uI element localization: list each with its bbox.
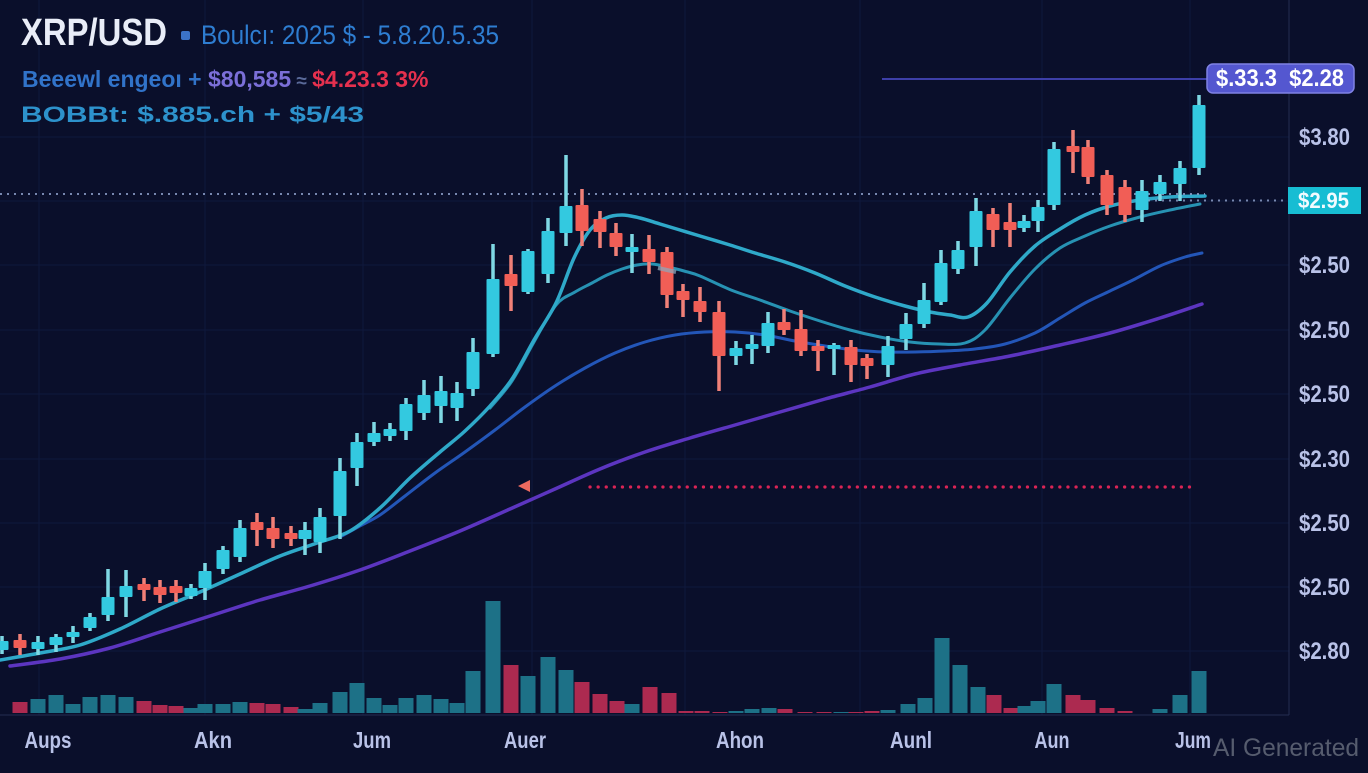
svg-text:$3.80: $3.80 <box>1299 124 1350 151</box>
svg-text:$.33.3 $2.28: $.33.3 $2.28 <box>1216 65 1344 92</box>
svg-text:$2.50: $2.50 <box>1299 317 1350 344</box>
svg-text:$2.80: $2.80 <box>1299 638 1350 665</box>
svg-text:$2.50: $2.50 <box>1299 510 1350 537</box>
svg-text:Boulcı: 2025 $ - 5.8.20.5.35: Boulcı: 2025 $ - 5.8.20.5.35 <box>201 20 499 50</box>
svg-text:$2.95: $2.95 <box>1298 188 1349 213</box>
svg-text:Beeewl engeoı + $80,585 ≈ $4.2: Beeewl engeoı + $80,585 ≈ $4.23.3 3% <box>22 66 429 92</box>
svg-text:Auer: Auer <box>504 727 546 753</box>
svg-text:Jum: Jum <box>1175 727 1211 753</box>
svg-text:Ahon: Ahon <box>716 727 764 753</box>
svg-text:Aunl: Aunl <box>890 727 932 753</box>
svg-text:Jum: Jum <box>353 727 391 753</box>
svg-text:$2.30: $2.30 <box>1299 446 1350 473</box>
svg-text:Aups: Aups <box>25 727 72 753</box>
svg-text:Akn: Akn <box>194 727 232 753</box>
svg-text:$2.50: $2.50 <box>1299 381 1350 408</box>
svg-text:BOBBt: $.885.ch + $5/43: BOBBt: $.885.ch + $5/43 <box>21 102 364 127</box>
svg-text:$2.50: $2.50 <box>1299 252 1350 279</box>
svg-text:AI Generated: AI Generated <box>1213 734 1359 762</box>
svg-text:Aun: Aun <box>1035 727 1070 753</box>
svg-text:$2.50: $2.50 <box>1299 574 1350 601</box>
svg-text:XRP/USD: XRP/USD <box>21 12 167 54</box>
